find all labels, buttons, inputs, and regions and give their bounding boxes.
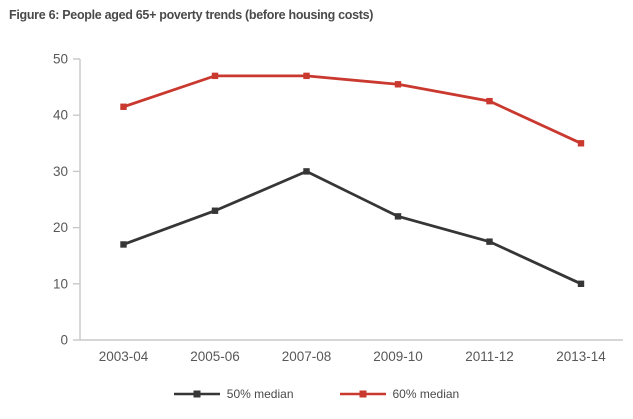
data-point-marker-60-median <box>486 97 493 105</box>
x-axis-label: 2009-10 <box>373 349 423 364</box>
legend-item-50-median: 50% median <box>173 387 294 401</box>
x-axis-label: 2007-08 <box>282 349 332 364</box>
data-point-marker-60-median <box>211 72 219 80</box>
data-point-marker-60-median <box>120 103 127 110</box>
legend-label-60-median: 60% median <box>392 387 460 401</box>
y-tick-label: 50 <box>53 52 68 67</box>
data-point-marker-60-median <box>577 140 585 147</box>
y-tick-label: 30 <box>53 164 68 179</box>
legend-label-50-median: 50% median <box>226 387 294 401</box>
series-line-50-median <box>123 169 582 286</box>
data-point-marker-50-median <box>577 280 585 287</box>
legend-item-60-median: 60% median <box>339 387 460 401</box>
data-point-marker-60-median <box>303 72 310 80</box>
data-point-marker-50-median <box>486 238 493 245</box>
data-point-marker-50-median <box>394 213 402 220</box>
data-point-marker-50-median <box>211 207 219 214</box>
legend-marker-60-median <box>359 390 366 398</box>
data-point-marker-60-median <box>394 81 402 88</box>
y-tick-label: 40 <box>53 108 68 123</box>
x-axis-label: 2003-04 <box>99 349 149 364</box>
figure-title: Figure 6: People aged 65+ poverty trends… <box>9 8 374 22</box>
legend-marker-50-median <box>193 390 201 398</box>
series-line-60-median <box>123 74 582 145</box>
legend-swatch-60-median <box>339 390 386 398</box>
y-tick-label: 10 <box>53 276 68 291</box>
data-point-marker-50-median <box>303 168 310 175</box>
x-axis-label: 2011-12 <box>465 349 514 364</box>
x-axis-label: 2013-14 <box>556 349 606 364</box>
legend-swatch-50-median <box>173 390 220 398</box>
y-tick-label: 0 <box>60 333 68 348</box>
y-tick-label: 20 <box>53 220 68 235</box>
line-chart: 0 10 20 30 40 50 2003-04 2005-06 2007-08 2009-10 2… <box>53 52 623 364</box>
chart-legend: 50% median 60% median <box>0 381 633 407</box>
data-point-marker-50-median <box>120 241 127 248</box>
x-axis-label: 2005-06 <box>190 349 240 364</box>
